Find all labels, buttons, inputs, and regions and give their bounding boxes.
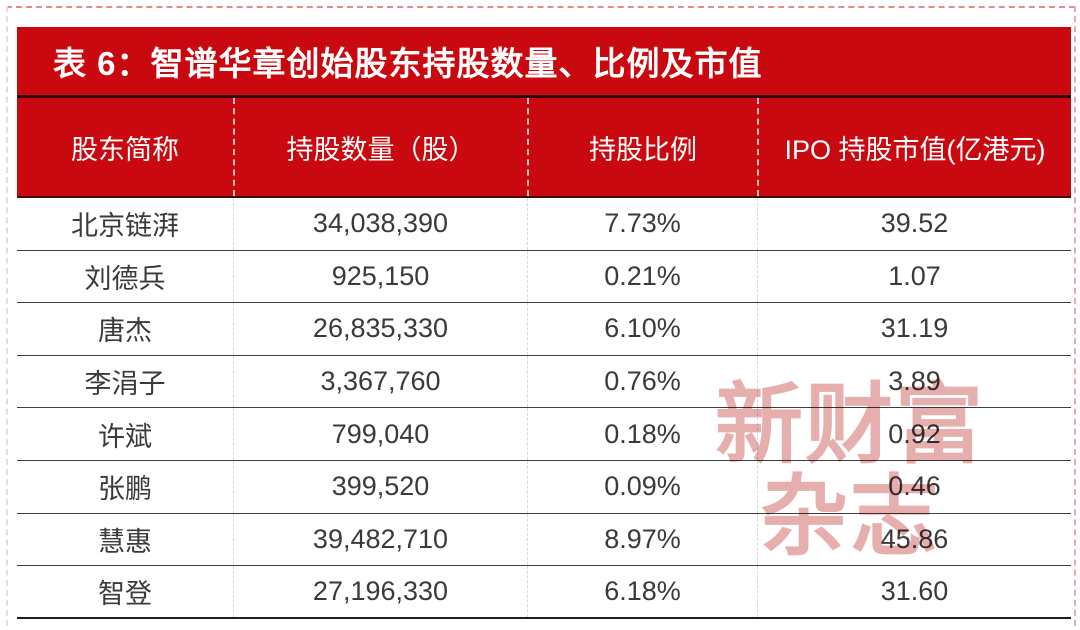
table-row: 唐杰 26,835,330 6.10% 31.19 <box>17 303 1071 356</box>
table-header-row: 股东简称 持股数量（股） 持股比例 IPO 持股市值(亿港元) <box>17 98 1071 198</box>
shareholder-name-cell: 北京链湃 <box>71 211 179 242</box>
shares-cell: 27,196,330 <box>233 566 527 617</box>
ratio-cell: 0.09% <box>527 460 757 513</box>
market-value-cell: 45.86 <box>757 513 1071 566</box>
ratio-cell: 0.21% <box>527 250 757 303</box>
market-value-cell: 31.19 <box>757 303 1071 355</box>
shares-cell: 399,520 <box>233 460 527 513</box>
table-row: 张鹏 399,520 0.09% 0.46 <box>17 460 1071 514</box>
table-row: 智登 27,196,330 6.18% 31.60 <box>17 566 1071 619</box>
shareholder-name-cell: 许斌 <box>98 421 152 452</box>
shareholder-name-cell: 慧惠 <box>98 526 152 557</box>
shareholder-name-cell: 李涓子 <box>84 369 166 400</box>
shares-cell: 925,150 <box>233 250 527 303</box>
market-value-cell: 31.60 <box>757 566 1071 617</box>
shares-cell: 3,367,760 <box>233 355 527 408</box>
column-header-ratio: 持股比例 <box>527 98 757 196</box>
left-dashed-border <box>6 6 8 626</box>
ratio-cell: 7.73% <box>527 198 757 250</box>
market-value-cell: 1.07 <box>757 250 1071 303</box>
table-row: 刘德兵 925,150 0.21% 1.07 <box>17 250 1071 304</box>
market-value-cell: 3.89 <box>757 355 1071 408</box>
table-title: 表 6：智谱华章创始股东持股数量、比例及市值 <box>17 27 1071 98</box>
shareholder-name-cell: 唐杰 <box>98 316 152 347</box>
market-value-cell: 0.92 <box>757 408 1071 460</box>
top-dashed-border <box>6 6 1075 8</box>
ratio-cell: 0.76% <box>527 355 757 408</box>
ratio-cell: 6.18% <box>527 566 757 617</box>
table-sheet: 表 6：智谱华章创始股东持股数量、比例及市值 股东简称 持股数量（股） 持股比例… <box>17 27 1071 619</box>
right-dashed-border <box>1074 6 1076 626</box>
shareholder-name-cell: 刘德兵 <box>84 263 166 294</box>
ratio-cell: 6.10% <box>527 303 757 355</box>
shareholder-name-cell: 智登 <box>98 578 152 609</box>
market-value-cell: 0.46 <box>757 460 1071 513</box>
column-header-shares: 持股数量（股） <box>233 98 527 196</box>
table-row: 北京链湃 34,038,390 7.73% 39.52 <box>17 198 1071 251</box>
ratio-cell: 0.18% <box>527 408 757 460</box>
shares-cell: 34,038,390 <box>233 198 527 250</box>
ratio-cell: 8.97% <box>527 513 757 566</box>
table-row: 许斌 799,040 0.18% 0.92 <box>17 408 1071 461</box>
shares-cell: 799,040 <box>233 408 527 460</box>
shareholders-table: 股东简称 持股数量（股） 持股比例 IPO 持股市值(亿港元) 北京链湃 34,… <box>17 98 1071 619</box>
table-row: 李涓子 3,367,760 0.76% 3.89 <box>17 355 1071 409</box>
shareholder-name-cell: 张鹏 <box>98 474 152 505</box>
column-header-market-value: IPO 持股市值(亿港元) <box>757 98 1071 196</box>
column-header-shareholder: 股东简称 <box>71 134 179 165</box>
shares-cell: 39,482,710 <box>233 513 527 566</box>
table-row: 慧惠 39,482,710 8.97% 45.86 <box>17 513 1071 567</box>
market-value-cell: 39.52 <box>757 198 1071 250</box>
shares-cell: 26,835,330 <box>233 303 527 355</box>
